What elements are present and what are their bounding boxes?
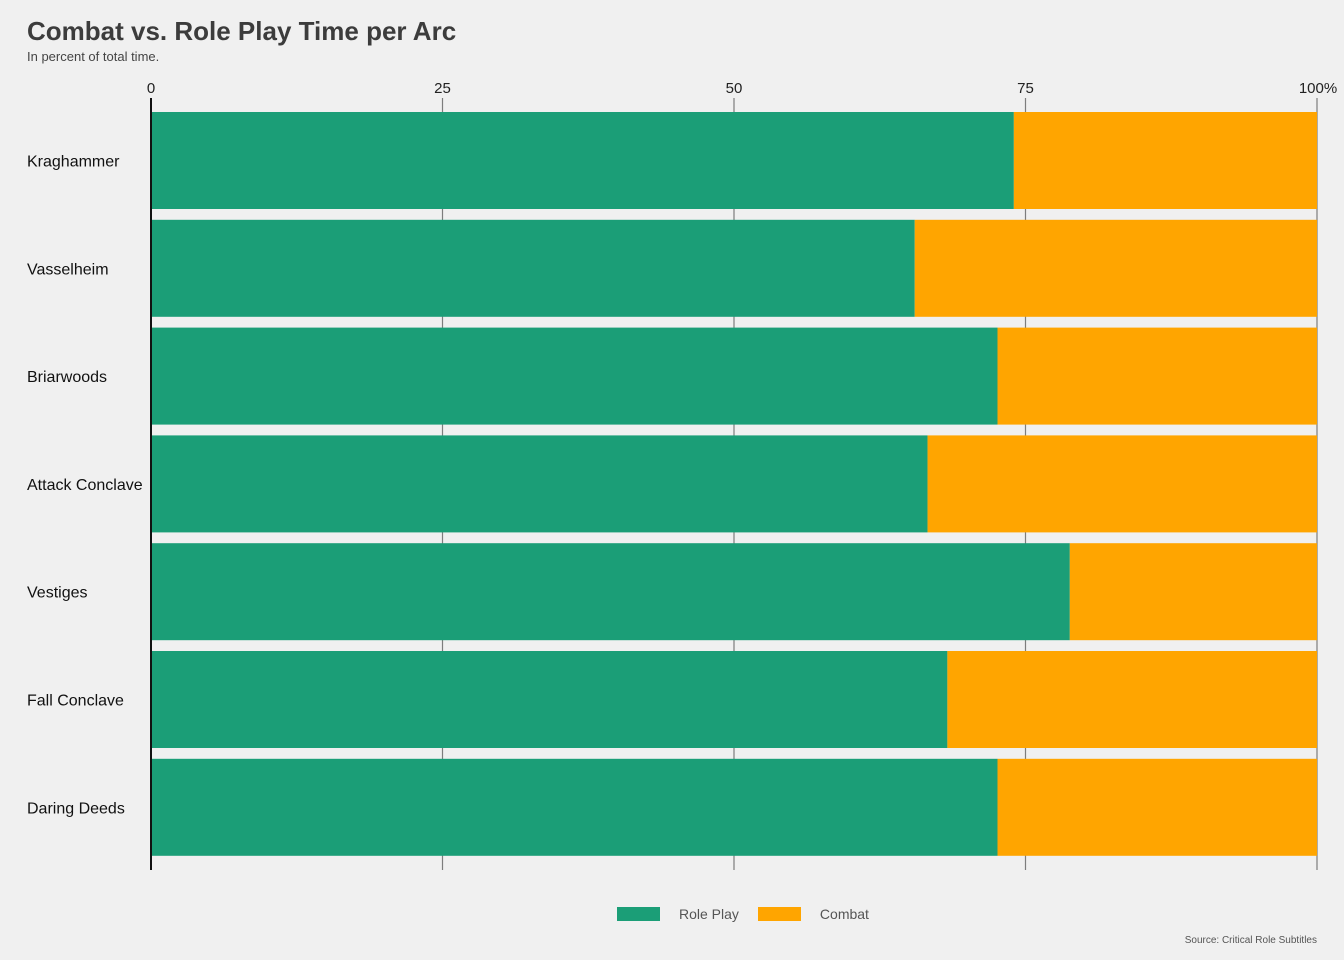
- legend-swatch-combat: [757, 907, 801, 921]
- bar-combat: [947, 651, 1317, 748]
- x-tick-label: 100%: [1299, 80, 1337, 97]
- bar-role-play: [151, 651, 948, 748]
- y-category-label: Attack Conclave: [27, 477, 143, 494]
- chart-title: Combat vs. Role Play Time per Arc: [27, 16, 457, 46]
- legend: Role Play Combat: [617, 906, 888, 922]
- bar-role-play: [151, 112, 1014, 209]
- x-tick-label: 0: [147, 80, 155, 97]
- legend-label-role-play: Role Play: [679, 906, 739, 922]
- bar-combat: [1069, 543, 1317, 641]
- bar-combat: [914, 219, 1317, 317]
- y-category-label: Fall Conclave: [27, 693, 124, 710]
- bar-role-play: [151, 758, 998, 856]
- legend-label-combat: Combat: [819, 906, 869, 922]
- y-category-label: Kraghammer: [27, 154, 120, 171]
- bar-role-play: [151, 435, 928, 533]
- bar-role-play: [151, 219, 915, 317]
- bar-combat: [997, 758, 1317, 856]
- bar-combat: [997, 327, 1317, 425]
- y-category-label: Vestiges: [27, 585, 87, 602]
- bar-combat: [1013, 112, 1317, 209]
- bar-role-play: [151, 327, 998, 425]
- chart-subtitle: In percent of total time.: [27, 49, 160, 64]
- y-category-label: Vasselheim: [27, 261, 109, 278]
- x-tick-label: 50: [726, 80, 743, 97]
- y-category-label: Daring Deeds: [27, 800, 125, 817]
- bar-role-play: [151, 543, 1070, 641]
- y-category-label: Briarwoods: [27, 369, 107, 386]
- source-note: Source: Critical Role Subtitles: [1184, 935, 1317, 946]
- legend-swatch-role-play: [617, 907, 660, 921]
- x-tick-label: 25: [434, 80, 451, 97]
- bar-combat: [927, 435, 1317, 533]
- x-tick-label: 75: [1017, 80, 1034, 97]
